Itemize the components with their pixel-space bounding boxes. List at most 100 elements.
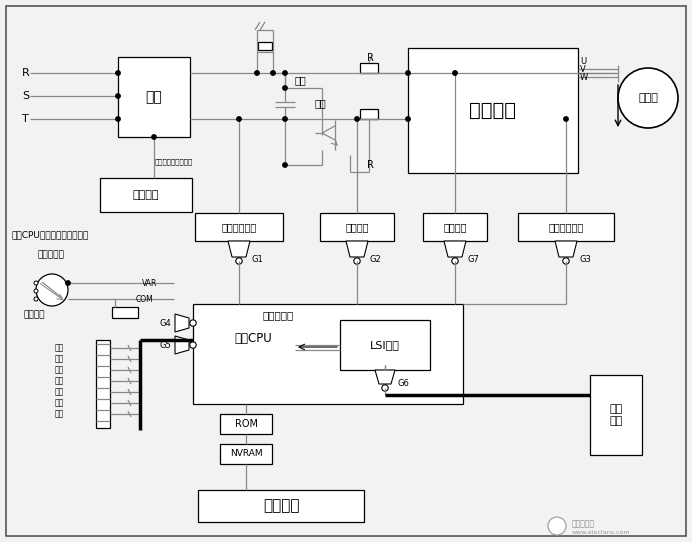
Polygon shape (175, 336, 189, 354)
Text: 报警: 报警 (55, 388, 64, 397)
Circle shape (283, 117, 287, 121)
Text: 数字
保护: 数字 保护 (610, 404, 623, 426)
Bar (360, 109, 378, 119)
Text: NVRAM: NVRAM (230, 449, 262, 459)
Bar (220, 444, 272, 464)
Circle shape (116, 71, 120, 75)
Text: 逃变电路: 逃变电路 (469, 101, 516, 120)
Circle shape (355, 117, 359, 121)
Text: 点动: 点动 (55, 365, 64, 375)
Circle shape (283, 86, 287, 90)
Circle shape (453, 71, 457, 75)
Text: 滤波: 滤波 (295, 75, 307, 85)
Bar (360, 63, 378, 73)
Bar (100, 178, 192, 212)
Text: 加速: 加速 (55, 377, 64, 385)
Text: U: U (580, 57, 586, 67)
Polygon shape (555, 241, 577, 257)
Text: COM: COM (136, 294, 154, 304)
Text: 检测电流: 检测电流 (345, 222, 369, 232)
Text: 控制CPU: 控制CPU (234, 332, 272, 345)
Text: 正转: 正转 (55, 344, 64, 352)
Text: 急停: 急停 (55, 398, 64, 408)
Text: 电子发烧友: 电子发烧友 (572, 519, 595, 528)
Bar (112, 307, 138, 318)
Text: G1: G1 (252, 255, 264, 263)
Bar (220, 414, 272, 434)
Circle shape (406, 117, 410, 121)
Text: 制动: 制动 (314, 98, 326, 108)
Polygon shape (346, 241, 368, 257)
Circle shape (66, 281, 70, 285)
Text: 测量直流电压: 测量直流电压 (221, 222, 257, 232)
Circle shape (564, 117, 568, 121)
Circle shape (354, 258, 361, 264)
Text: 制动: 制动 (55, 410, 64, 418)
Text: 输入信号: 输入信号 (24, 311, 46, 319)
Circle shape (152, 135, 156, 139)
Text: ROM: ROM (235, 419, 257, 429)
Circle shape (34, 297, 38, 301)
Text: G3: G3 (579, 255, 591, 263)
Bar (320, 213, 394, 241)
Circle shape (283, 163, 287, 167)
Text: 外接电位器: 外接电位器 (38, 250, 65, 260)
Bar (340, 320, 430, 370)
Circle shape (255, 71, 260, 75)
Text: R: R (367, 53, 374, 63)
Circle shape (237, 117, 242, 121)
Text: V: V (580, 66, 585, 74)
Circle shape (618, 68, 678, 128)
Circle shape (452, 258, 458, 264)
Bar (590, 375, 642, 455)
Circle shape (36, 274, 68, 306)
Text: LSI电路: LSI电路 (370, 340, 400, 350)
Circle shape (283, 71, 287, 75)
Circle shape (116, 94, 120, 98)
Circle shape (190, 342, 197, 348)
Polygon shape (444, 241, 466, 257)
Text: G2: G2 (370, 255, 382, 263)
Text: 基极驱动: 基极驱动 (444, 222, 466, 232)
Polygon shape (228, 241, 250, 257)
Text: VAR: VAR (142, 279, 157, 287)
Text: W: W (580, 74, 588, 82)
Bar (195, 213, 283, 241)
Circle shape (271, 71, 275, 75)
Circle shape (236, 258, 242, 264)
Bar (96, 340, 110, 428)
Circle shape (34, 281, 38, 285)
Text: 面板指示: 面板指示 (263, 499, 299, 513)
Circle shape (563, 258, 570, 264)
Bar (258, 42, 272, 50)
Bar (408, 48, 578, 173)
Text: 整流: 整流 (145, 90, 163, 104)
Text: 控制CPU还和外部信号相连接: 控制CPU还和外部信号相连接 (12, 230, 89, 240)
Polygon shape (175, 314, 189, 332)
Bar (423, 213, 487, 241)
Text: 检测输出电压: 检测输出电压 (548, 222, 583, 232)
Text: G5: G5 (159, 340, 171, 350)
Bar (198, 490, 364, 522)
Text: 变频器核心: 变频器核心 (262, 310, 293, 320)
Text: R: R (367, 160, 374, 170)
Circle shape (190, 320, 197, 326)
Circle shape (382, 385, 388, 391)
Circle shape (34, 289, 38, 293)
Text: R: R (22, 68, 30, 78)
Text: 电动机: 电动机 (638, 93, 658, 103)
Circle shape (116, 117, 120, 121)
Text: G4: G4 (159, 319, 171, 327)
Text: 控制电源: 控制电源 (133, 190, 159, 200)
Text: G6: G6 (397, 379, 409, 389)
Circle shape (548, 517, 566, 535)
Polygon shape (375, 370, 395, 384)
Text: G7: G7 (468, 255, 480, 263)
Text: T: T (22, 114, 29, 124)
Bar (118, 57, 190, 137)
Text: S: S (22, 91, 29, 101)
Bar (518, 213, 614, 241)
Text: 给控制电路提供电源: 给控制电路提供电源 (155, 159, 193, 165)
Circle shape (406, 71, 410, 75)
Text: www.elecfans.com: www.elecfans.com (572, 530, 630, 534)
